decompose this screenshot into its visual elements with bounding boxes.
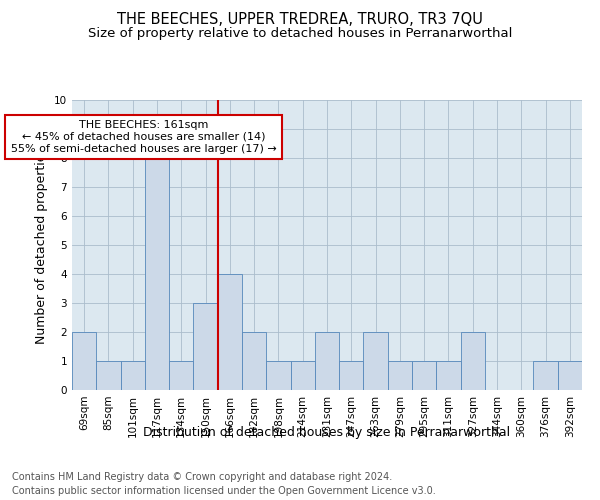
Bar bbox=[242, 332, 266, 390]
Bar bbox=[315, 332, 339, 390]
Bar bbox=[558, 361, 582, 390]
Bar bbox=[461, 332, 485, 390]
Bar bbox=[412, 361, 436, 390]
Bar bbox=[169, 361, 193, 390]
Text: THE BEECHES: 161sqm
← 45% of detached houses are smaller (14)
55% of semi-detach: THE BEECHES: 161sqm ← 45% of detached ho… bbox=[11, 120, 277, 154]
Text: Contains public sector information licensed under the Open Government Licence v3: Contains public sector information licen… bbox=[12, 486, 436, 496]
Bar bbox=[96, 361, 121, 390]
Bar bbox=[193, 303, 218, 390]
Bar bbox=[533, 361, 558, 390]
Text: THE BEECHES, UPPER TREDREA, TRURO, TR3 7QU: THE BEECHES, UPPER TREDREA, TRURO, TR3 7… bbox=[117, 12, 483, 28]
Bar bbox=[266, 361, 290, 390]
Bar bbox=[388, 361, 412, 390]
Text: Size of property relative to detached houses in Perranarworthal: Size of property relative to detached ho… bbox=[88, 28, 512, 40]
Bar bbox=[339, 361, 364, 390]
Bar bbox=[121, 361, 145, 390]
Bar bbox=[218, 274, 242, 390]
Text: Distribution of detached houses by size in Perranarworthal: Distribution of detached houses by size … bbox=[143, 426, 511, 439]
Bar bbox=[436, 361, 461, 390]
Bar bbox=[145, 158, 169, 390]
Bar bbox=[290, 361, 315, 390]
Y-axis label: Number of detached properties: Number of detached properties bbox=[35, 146, 49, 344]
Text: Contains HM Land Registry data © Crown copyright and database right 2024.: Contains HM Land Registry data © Crown c… bbox=[12, 472, 392, 482]
Bar bbox=[72, 332, 96, 390]
Bar bbox=[364, 332, 388, 390]
